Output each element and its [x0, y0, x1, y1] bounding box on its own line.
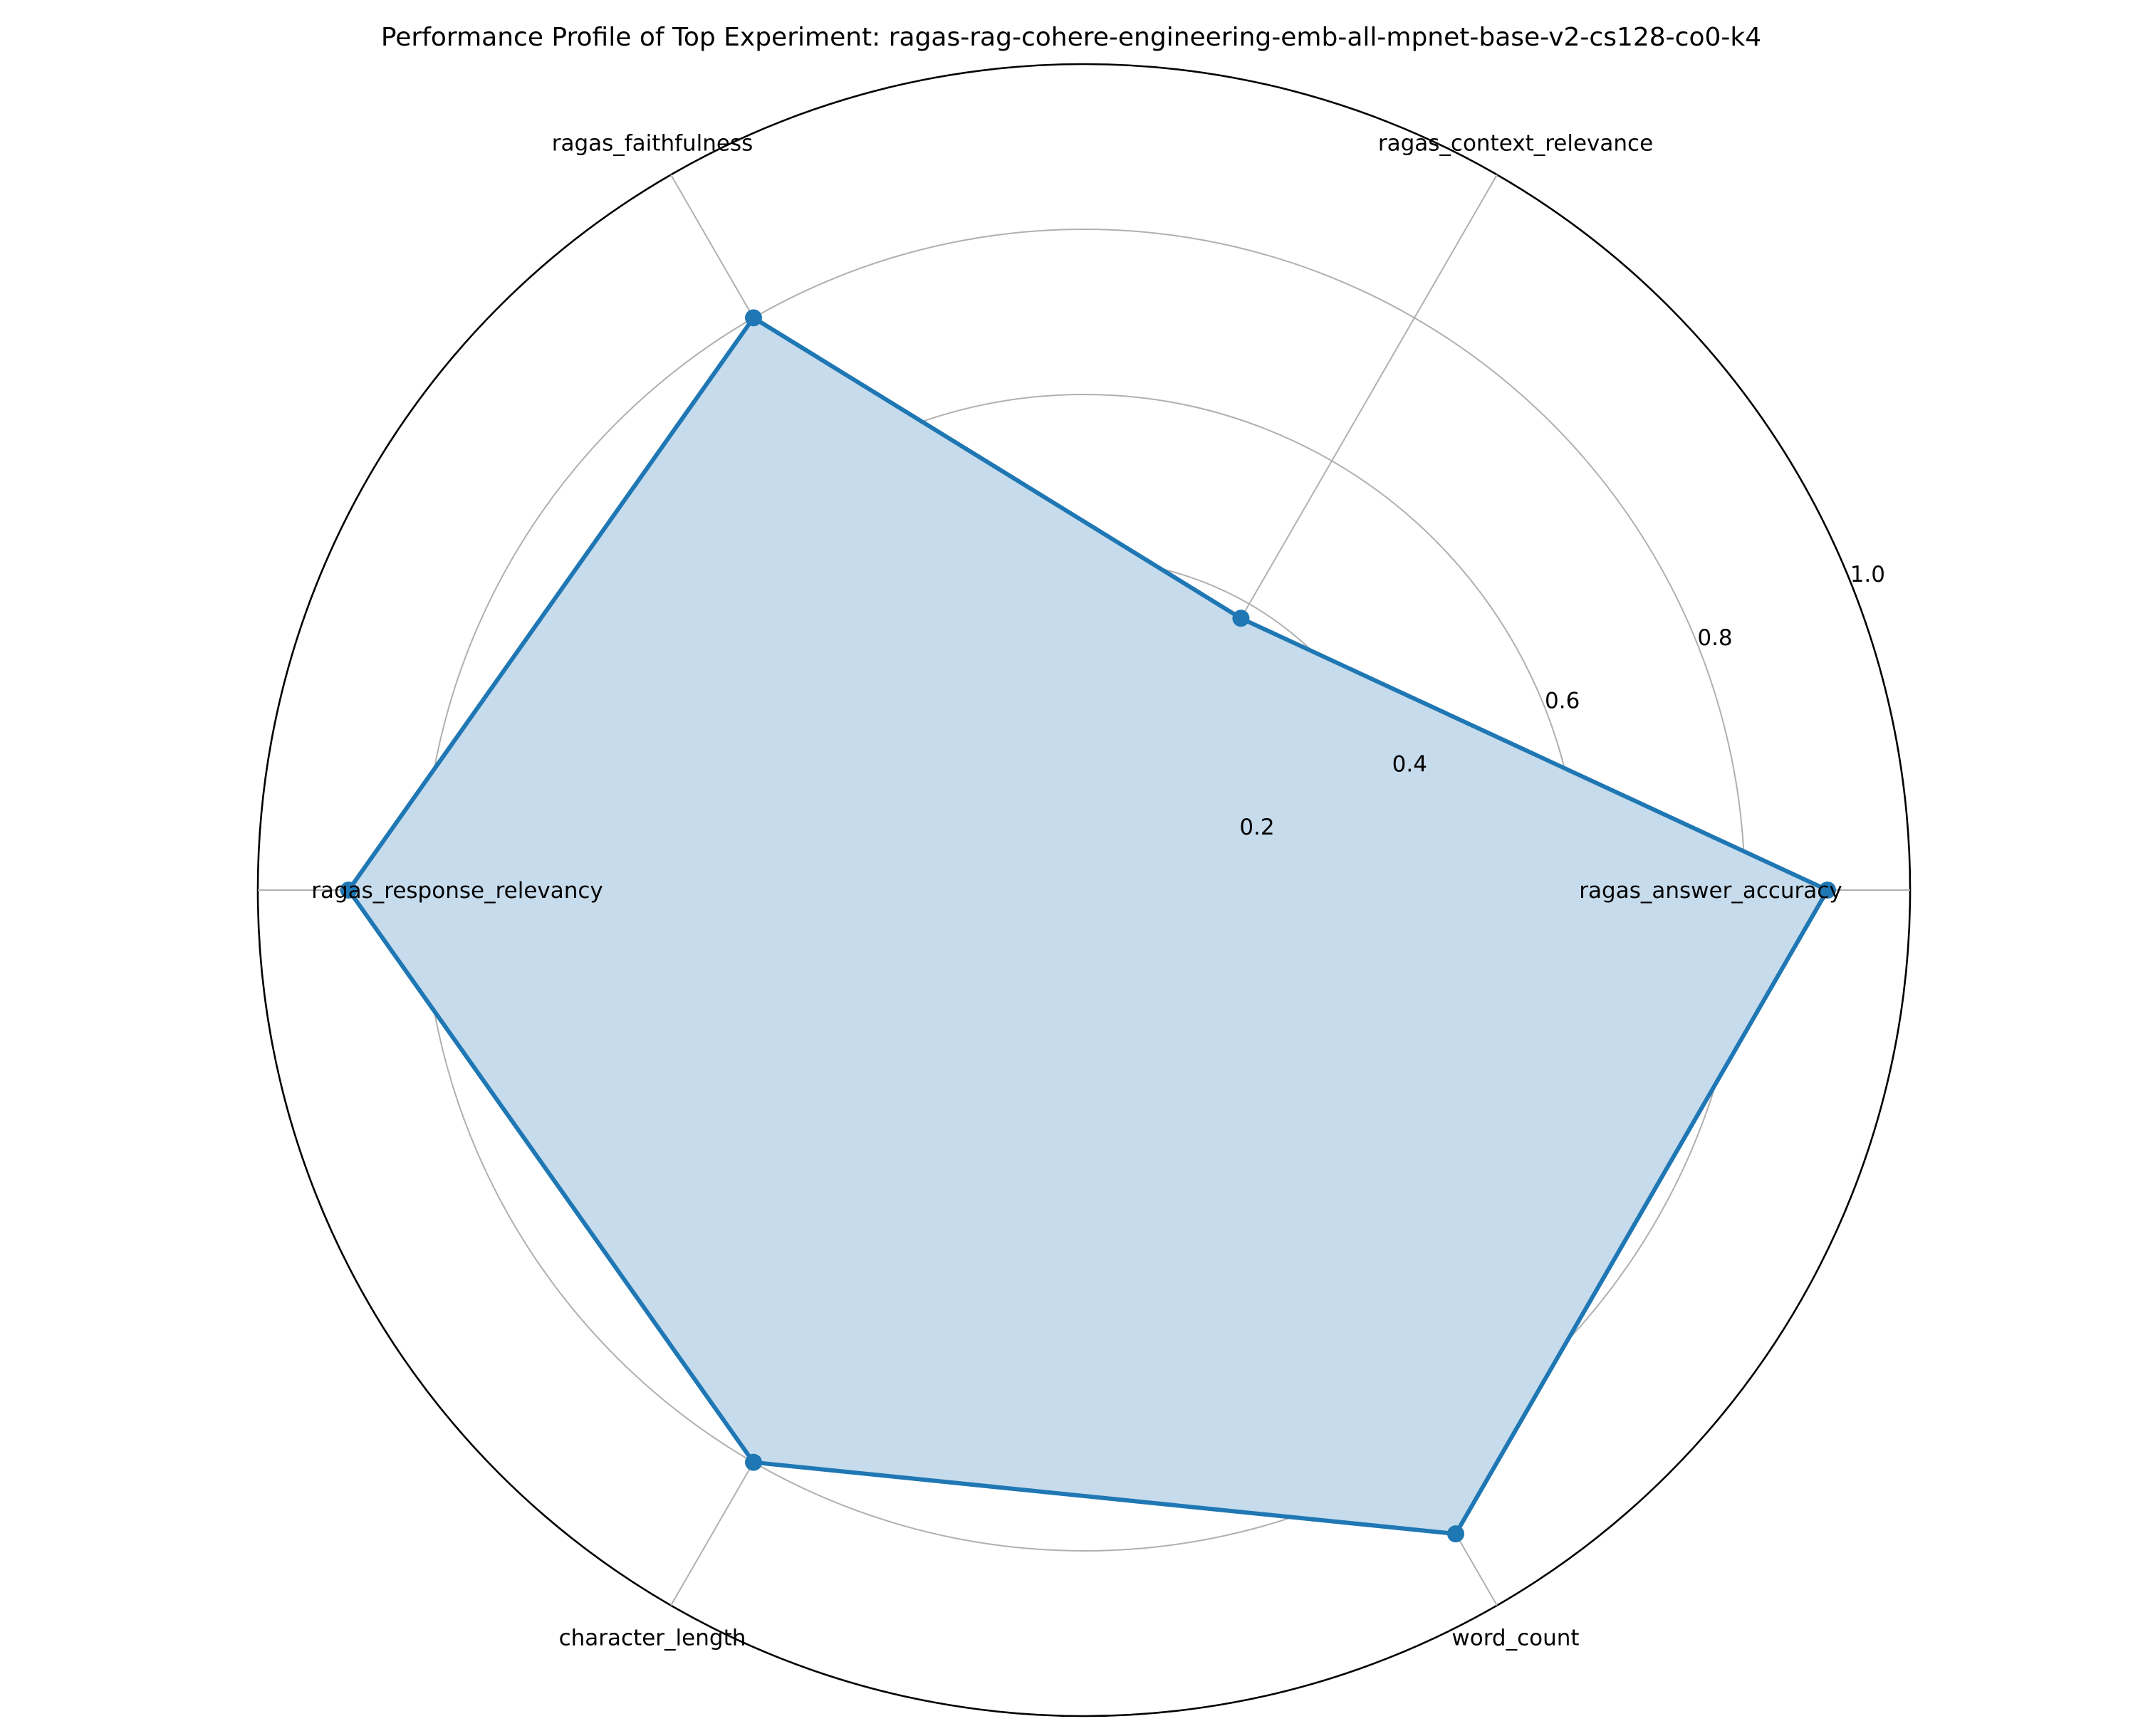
series-layer [340, 309, 1836, 1543]
series-point [745, 309, 762, 327]
radial-tick-label: 0.4 [1392, 751, 1427, 777]
series-point [340, 882, 358, 899]
radial-tick-label: 0.2 [1239, 815, 1274, 840]
radial-tick-label: 0.6 [1545, 689, 1580, 714]
series-point [1447, 1525, 1464, 1543]
category-label: ragas_answer_accuracy [1579, 878, 1842, 904]
labels-layer: 0.2 0.4 0.6 0.8 1.0 ragas_answer_accuracy raga… [311, 130, 1885, 1651]
chart-title: Performance Profile of Top Experiment: r… [381, 23, 1761, 52]
category-label: ragas_context_relevance [1378, 130, 1653, 156]
series-point [1232, 610, 1250, 627]
radial-tick-label: 0.8 [1697, 625, 1732, 651]
category-label: ragas_response_relevancy [311, 878, 603, 904]
category-label: ragas_faithfulness [552, 130, 754, 156]
series-point [1819, 882, 1836, 899]
series-area [348, 318, 1827, 1534]
category-label: character_length [559, 1626, 746, 1651]
radial-tick-label: 1.0 [1850, 562, 1885, 587]
category-label: word_count [1451, 1626, 1579, 1651]
series-point [745, 1453, 762, 1471]
